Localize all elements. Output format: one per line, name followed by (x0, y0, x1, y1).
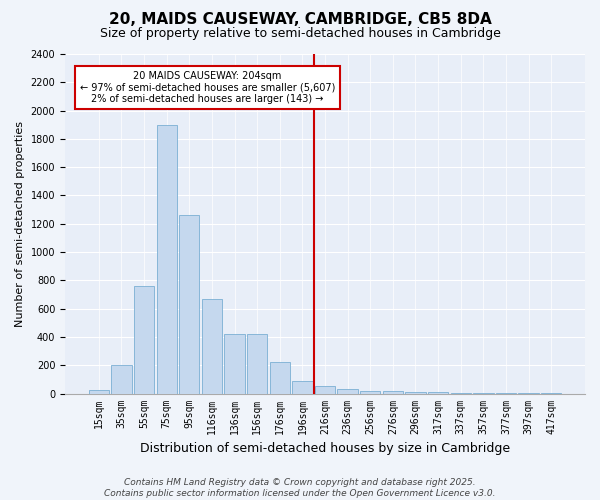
Bar (224, 334, 245, 394)
Bar (111, 366, 131, 394)
Bar (496, 393, 516, 394)
Text: Size of property relative to semi-detached houses in Cambridge: Size of property relative to semi-detach… (100, 28, 500, 40)
Text: 20, MAIDS CAUSEWAY, CAMBRIDGE, CB5 8DA: 20, MAIDS CAUSEWAY, CAMBRIDGE, CB5 8DA (109, 12, 491, 28)
X-axis label: Distribution of semi-detached houses by size in Cambridge: Distribution of semi-detached houses by … (140, 442, 510, 455)
Bar (179, 216, 199, 394)
Bar (360, 390, 380, 394)
Bar (202, 299, 222, 394)
Bar (337, 390, 358, 394)
Bar (134, 286, 154, 394)
Bar (428, 392, 448, 394)
Bar (383, 392, 403, 394)
Bar (269, 362, 290, 394)
Bar (292, 381, 313, 394)
Text: Contains HM Land Registry data © Crown copyright and database right 2025.
Contai: Contains HM Land Registry data © Crown c… (104, 478, 496, 498)
Bar (473, 393, 494, 394)
Bar (406, 392, 425, 394)
Y-axis label: Number of semi-detached properties: Number of semi-detached properties (15, 121, 25, 327)
Bar (89, 390, 109, 394)
Text: 20 MAIDS CAUSEWAY: 204sqm
← 97% of semi-detached houses are smaller (5,607)
2% o: 20 MAIDS CAUSEWAY: 204sqm ← 97% of semi-… (80, 71, 335, 104)
Bar (157, 124, 177, 394)
Bar (315, 386, 335, 394)
Bar (451, 393, 471, 394)
Bar (247, 334, 268, 394)
